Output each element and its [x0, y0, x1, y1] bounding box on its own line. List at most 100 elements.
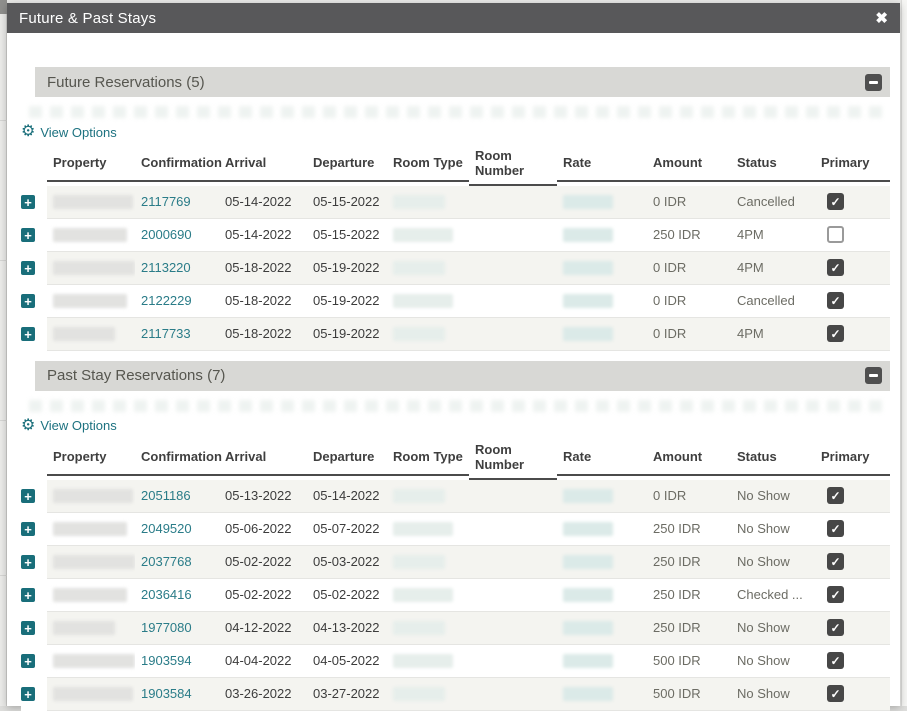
primary-checkbox[interactable]: ✓ [827, 553, 844, 571]
header-cell-status: Status [731, 442, 815, 477]
collapse-minus-icon[interactable] [865, 73, 882, 91]
primary-cell: ✓ [815, 317, 890, 351]
primary-checkbox[interactable]: ✓ [827, 259, 844, 277]
status-cell: Checked ... [731, 578, 815, 612]
confirmation-link[interactable]: 2036416 [141, 587, 192, 603]
confirmation-link[interactable]: 2113220 [141, 260, 191, 276]
header-cell-room-number: Room Number [469, 439, 557, 480]
confirmation-cell: 2051186 [135, 479, 219, 513]
status-cell: Cancelled [731, 185, 815, 219]
gear-icon: ⚙ [21, 416, 36, 434]
expand-row-icon[interactable]: + [21, 621, 35, 636]
header-cell-rate: Rate [557, 442, 647, 477]
redacted-room-type [393, 521, 453, 536]
confirmation-link[interactable]: 2051186 [141, 488, 191, 504]
header-cell-departure: Departure [307, 148, 387, 183]
room-type-cell [387, 317, 469, 351]
primary-checkbox[interactable] [827, 226, 844, 244]
expand-row-icon[interactable]: + [21, 522, 35, 537]
arrival-cell: 05-18-2022 [219, 251, 307, 285]
primary-checkbox[interactable]: ✓ [827, 619, 844, 637]
confirmation-link[interactable]: 2000690 [141, 227, 192, 243]
departure-cell: 05-15-2022 [307, 218, 387, 252]
amount-cell: 0 IDR [647, 251, 731, 285]
redacted-property [53, 554, 135, 569]
rate-cell [557, 218, 647, 252]
expand-row-icon[interactable]: + [21, 294, 35, 309]
primary-checkbox[interactable]: ✓ [827, 685, 844, 703]
expand-row-icon[interactable]: + [21, 195, 35, 210]
rate-cell [557, 479, 647, 513]
departure-cell: 04-13-2022 [307, 611, 387, 645]
confirmation-link[interactable]: 1903594 [141, 653, 192, 669]
expand-cell: + [21, 218, 47, 252]
confirmation-link[interactable]: 2049520 [141, 521, 192, 537]
rate-cell [557, 512, 647, 546]
header-cell-rate: Rate [557, 148, 647, 183]
table-row: +2113220 05-18-2022 05-19-2022 0 IDR 4PM ✓ [21, 251, 890, 285]
expand-row-icon[interactable]: + [21, 489, 35, 504]
primary-checkbox[interactable]: ✓ [827, 325, 844, 343]
table-body: +2117769 05-14-2022 05-15-2022 0 IDR Cancell… [21, 185, 890, 351]
primary-checkbox[interactable]: ✓ [827, 487, 844, 505]
expand-row-icon[interactable]: + [21, 327, 35, 342]
departure-cell: 03-27-2022 [307, 677, 387, 711]
confirmation-link[interactable]: 1903584 [141, 686, 192, 702]
primary-checkbox[interactable]: ✓ [827, 652, 844, 670]
confirmation-cell: 2000690 [135, 218, 219, 252]
expand-row-icon[interactable]: + [21, 687, 35, 702]
close-icon[interactable]: ✖ [875, 9, 888, 27]
expand-row-icon[interactable]: + [21, 261, 35, 276]
expand-cell: + [21, 479, 47, 513]
future-past-stays-modal: Future & Past Stays ✖ Future Reservation… [7, 3, 900, 711]
arrival-cell: 05-18-2022 [219, 284, 307, 318]
modal-body: Future Reservations (5) ⚙ View Options P… [7, 33, 900, 711]
property-cell [47, 677, 135, 711]
confirmation-cell: 2113220 [135, 251, 219, 285]
amount-cell: 500 IDR [647, 644, 731, 678]
header-cell-arrival: Arrival [219, 148, 307, 183]
section-past-stay-reservations: Past Stay Reservations (7) ⚙ View Option… [19, 360, 890, 711]
page-edge-dark-corner [0, 0, 7, 14]
table-row: +2037768 05-02-2022 05-03-2022 250 IDR No Sh… [21, 545, 890, 579]
header-cell-expand [21, 148, 47, 182]
room-type-cell [387, 479, 469, 513]
view-options-button[interactable]: ⚙ View Options [21, 124, 117, 140]
confirmation-link[interactable]: 1977080 [141, 620, 192, 636]
section-future-reservations: Future Reservations (5) ⚙ View Options P… [19, 67, 890, 351]
redacted-text-strip [29, 106, 886, 118]
primary-checkbox[interactable]: ✓ [827, 292, 844, 310]
status-cell: No Show [731, 677, 815, 711]
status-cell: No Show [731, 512, 815, 546]
redacted-rate [563, 686, 613, 701]
confirmation-link[interactable]: 2122229 [141, 293, 192, 309]
primary-checkbox[interactable]: ✓ [827, 193, 844, 211]
confirmation-link[interactable]: 2037768 [141, 554, 192, 570]
expand-row-icon[interactable]: + [21, 555, 35, 570]
room-type-cell [387, 644, 469, 678]
confirmation-cell: 1903584 [135, 677, 219, 711]
confirmation-link[interactable]: 2117733 [141, 326, 191, 342]
header-cell-status: Status [731, 148, 815, 183]
redacted-rate [563, 227, 613, 242]
confirmation-cell: 2037768 [135, 545, 219, 579]
primary-checkbox[interactable]: ✓ [827, 586, 844, 604]
arrival-cell: 05-06-2022 [219, 512, 307, 546]
confirmation-link[interactable]: 2117769 [141, 194, 191, 210]
primary-checkbox[interactable]: ✓ [827, 520, 844, 538]
property-cell [47, 284, 135, 318]
expand-row-icon[interactable]: + [21, 588, 35, 603]
arrival-cell: 04-12-2022 [219, 611, 307, 645]
modal-title: Future & Past Stays [19, 9, 157, 27]
view-options-button[interactable]: ⚙ View Options [21, 416, 117, 434]
redacted-room-type [393, 587, 453, 602]
confirmation-cell: 2122229 [135, 284, 219, 318]
future-section-header[interactable]: Future Reservations (5) [35, 67, 890, 97]
past-section-header[interactable]: Past Stay Reservations (7) [35, 360, 890, 391]
table-row: +1977080 04-12-2022 04-13-2022 250 IDR No Sh… [21, 611, 890, 645]
expand-row-icon[interactable]: + [21, 654, 35, 669]
redacted-rate [563, 521, 613, 536]
collapse-minus-icon[interactable] [865, 367, 882, 385]
amount-cell: 250 IDR [647, 218, 731, 252]
expand-row-icon[interactable]: + [21, 228, 35, 243]
